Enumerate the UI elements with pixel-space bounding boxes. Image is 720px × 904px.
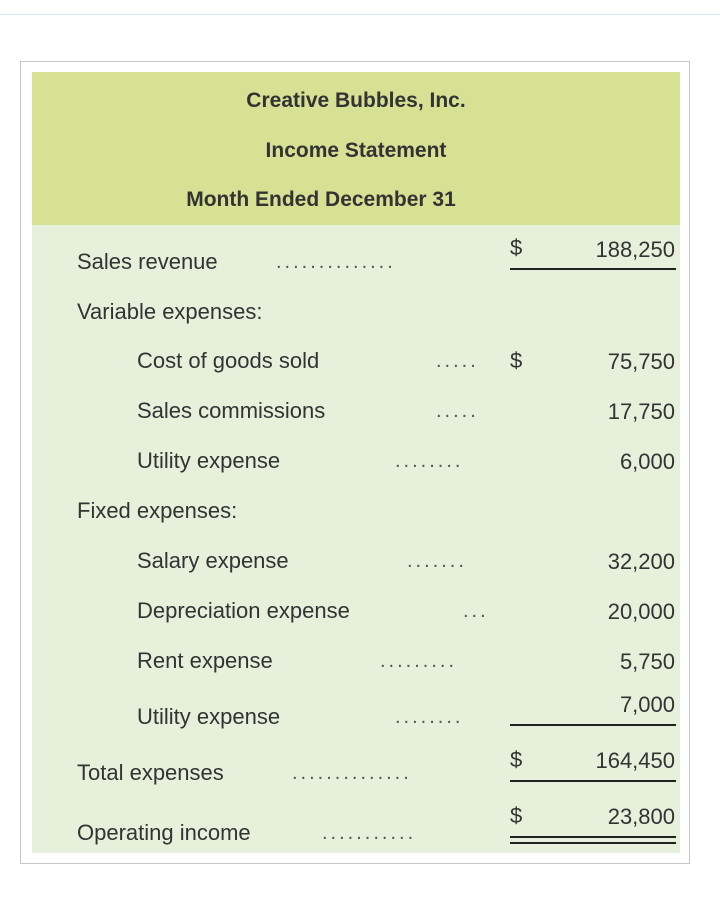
salary-expense-label: Salary expense (137, 548, 289, 573)
utility-expense-variable-amount: 6,000 (619, 449, 675, 474)
cost-of-goods-sold-amount: 75,750 (607, 349, 675, 374)
operating-income-label: Operating income (77, 820, 251, 845)
sales-revenue-label: Sales revenue (77, 249, 218, 274)
total-expenses-amount: 164,450 (595, 748, 675, 773)
cost-of-goods-sold-dots: ..... (436, 350, 479, 372)
utility-expense-fixed-label: Utility expense (137, 704, 281, 729)
statement-header (32, 72, 680, 225)
salary-expense-dots: ....... (407, 550, 467, 572)
sales-revenue-dots: .............. (276, 251, 396, 273)
sales-revenue-underline (510, 268, 676, 270)
top-divider (0, 14, 720, 15)
depreciation-expense-dots: ... (463, 600, 489, 622)
company-name: Creative Bubbles, Inc. (246, 89, 466, 112)
fixed-expenses-header: Fixed expenses: (77, 498, 238, 523)
total-expenses-currency: $ (510, 747, 523, 772)
cost-of-goods-sold-currency: $ (510, 348, 523, 373)
depreciation-expense-amount: 20,000 (607, 599, 675, 624)
sales-commissions-amount: 17,750 (607, 399, 675, 424)
statement-title: Income Statement (265, 139, 447, 162)
total-expenses-label: Total expenses (77, 760, 224, 785)
operating-income-dots: ........... (322, 822, 417, 844)
expenses-subtotal-underline (510, 724, 676, 726)
rent-expense-amount: 5,750 (619, 649, 675, 674)
rent-expense-dots: ......... (380, 650, 458, 672)
operating-income-double-underline-bottom (510, 842, 676, 844)
statement-period: Month Ended December 31 (186, 188, 456, 211)
utility-expense-fixed-dots: ........ (395, 706, 464, 728)
depreciation-expense-label: Depreciation expense (137, 598, 350, 623)
sales-revenue-amount: 188,250 (595, 237, 675, 262)
operating-income-amount: 23,800 (607, 804, 675, 829)
utility-expense-fixed-amount: 7,000 (619, 692, 675, 717)
total-expenses-dots: .............. (292, 762, 412, 784)
variable-expenses-header: Variable expenses: (77, 299, 263, 324)
sales-commissions-label: Sales commissions (137, 398, 326, 423)
operating-income-double-underline-top (510, 836, 676, 838)
salary-expense-amount: 32,200 (607, 549, 675, 574)
utility-expense-variable-label: Utility expense (137, 448, 281, 473)
operating-income-currency: $ (510, 803, 523, 828)
sales-commissions-dots: ..... (436, 400, 479, 422)
cost-of-goods-sold-label: Cost of goods sold (137, 348, 320, 373)
utility-expense-variable-dots: ........ (395, 450, 464, 472)
statement-body (32, 225, 680, 853)
total-expenses-underline (510, 780, 676, 782)
sales-revenue-currency: $ (510, 235, 523, 260)
rent-expense-label: Rent expense (137, 648, 273, 673)
